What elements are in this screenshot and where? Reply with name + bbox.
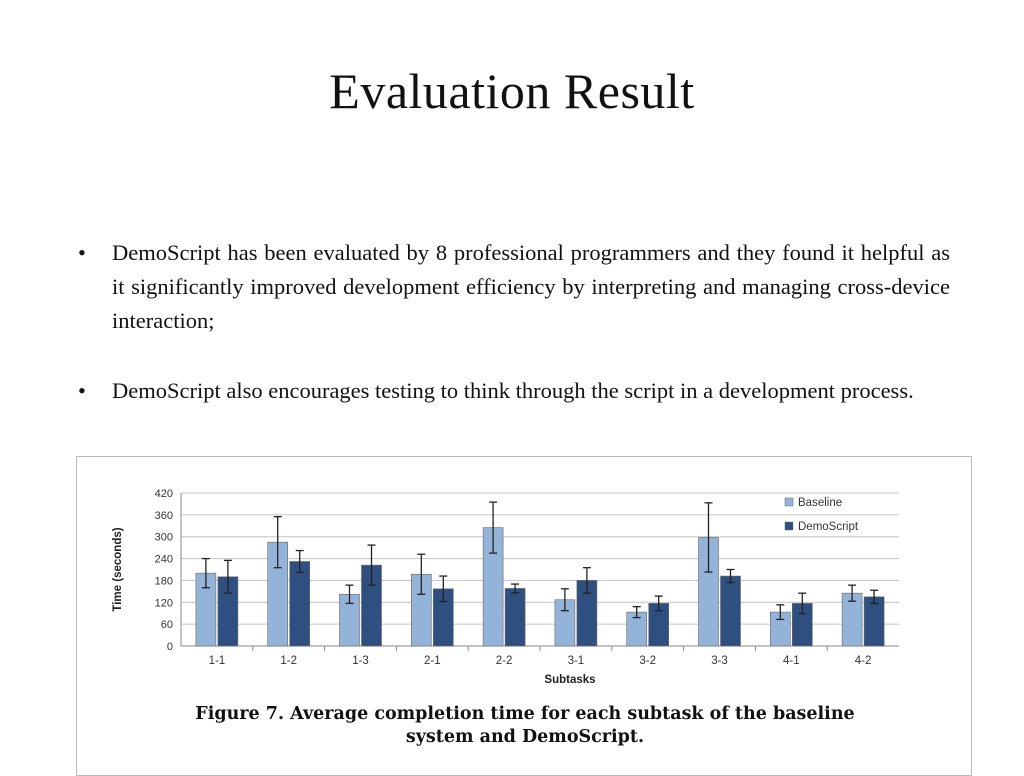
bar-demoscript [289,561,310,647]
y-tick-label: 0 [167,641,173,653]
x-tick-label: 3-1 [568,655,585,667]
x-tick-label: 4-1 [783,655,800,667]
bar-demoscript [720,575,741,647]
y-tick-label: 180 [155,575,173,587]
bar-demoscript [863,596,885,647]
legend-swatch [784,497,794,507]
x-tick-label: 2-2 [496,655,513,667]
x-tick-label: 1-1 [209,655,226,667]
x-tick-label: 3-2 [639,655,656,667]
x-axis-title: Subtasks [544,674,595,686]
y-tick-label: 240 [155,554,173,566]
caption-line-1: Figure 7. Average completion time for ea… [195,704,855,724]
slide-title: Evaluation Result [329,63,695,119]
bar-chart: 0 60 120 180 240 300 360 420 1-1 1-2 1-3 2-1 2-2 3-1 3… [112,488,899,686]
y-tick-label: 360 [155,510,173,522]
bar-demoscript [504,588,526,647]
x-tick-label: 2-1 [424,655,441,667]
x-tick-label: 4-2 [855,655,872,667]
y-tick-label: 120 [155,597,173,609]
y-axis-title: Time (seconds) [112,527,124,611]
x-tick-label: 1-2 [280,655,297,667]
legend-label: DemoScript [798,521,859,533]
figure-panel: 0 60 120 180 240 300 360 420 1-1 1-2 1-3 2-1 2-2 3-1 3… [76,456,972,776]
x-tick-label: 3-3 [711,655,728,667]
legend-label: Baseline [798,497,842,509]
x-tick-label: 1-3 [352,655,369,667]
y-tick-label: 300 [155,532,173,544]
legend-swatch [784,521,794,531]
bullet-item: DemoScript also encourages testing to th… [78,374,950,408]
y-tick-label: 60 [161,619,173,631]
bullet-item: DemoScript has been evaluated by 8 profe… [78,236,950,338]
caption-line-2: system and DemoScript. [405,727,645,747]
y-tick-label: 420 [155,488,173,500]
bullet-list: DemoScript has been evaluated by 8 profe… [78,236,950,444]
figure-caption: Figure 7. Average completion time for ea… [77,703,973,749]
